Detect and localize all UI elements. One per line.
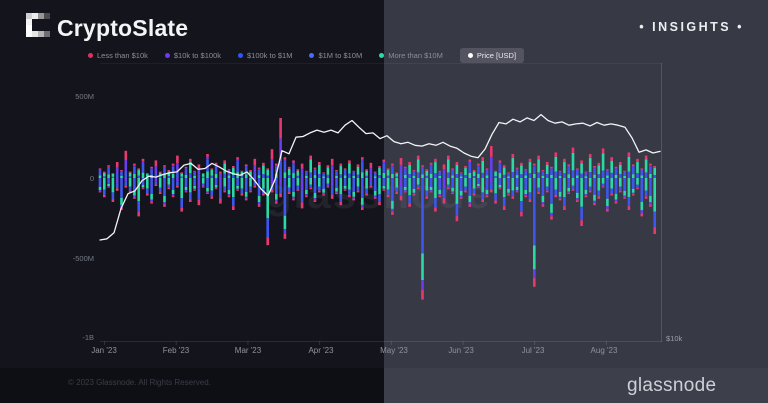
legend-item-1m-10m[interactable]: $1M to $10M [309,51,362,60]
legend-item-label: $1M to $10M [318,51,363,60]
legend-item-price-usd[interactable]: Price [USD] [459,48,525,63]
footer-right-band [384,368,768,403]
legend-dot-icon [309,53,315,58]
glassnode-wordmark: glassnode [627,375,717,396]
legend-item-10k-100k[interactable]: $10k to $100k [164,51,221,60]
xtick-feb: Feb '23 [162,346,190,355]
plot-border-right [661,63,662,342]
legend-item-label: More than $10M [388,51,443,60]
right-axis-tick-10k: $10k [666,334,683,343]
legend-item-less-than-10k[interactable]: Less than $10k [88,51,148,60]
plot-border-top [100,63,662,64]
legend-item-label: $10k to $100k [173,51,221,60]
xtick-mar: Mar '23 [234,346,262,355]
legend-dot-icon [467,53,473,58]
legend-item-label: Less than $10k [97,51,148,60]
ytick-neg1b: -1B [82,333,94,342]
legend-item-100k-1m[interactable]: $100k to $1M [238,51,292,60]
ytick-500m: 500M [75,92,94,101]
xtick-may: May '23 [380,346,408,355]
legend-dot-icon [88,53,93,58]
copyright-text: © 2023 Glassnode. All Rights Reserved. [68,378,211,387]
legend-item-more-than-10m[interactable]: More than $10M [379,51,443,60]
legend-dot-icon [238,53,243,58]
footer-left-band [0,368,384,403]
ytick-0: 0 [89,174,94,183]
plot-border-bottom [100,341,662,342]
xtick-aug: Aug '23 [590,346,618,355]
cryptoslate-logo [26,13,50,37]
chart-legend: Less than $10k $10k to $100k $100k to $1… [88,48,525,63]
insights-badge: • INSIGHTS • [639,20,744,34]
legend-item-label: $100k to $1M [247,51,293,60]
brand-name: CryptoSlate [57,15,189,41]
xtick-apr: Apr '23 [308,346,334,355]
ytick-neg500m: -500M [72,254,94,263]
xtick-jun: Jun '23 [448,346,474,355]
xtick-jul: Jul '23 [521,346,545,355]
legend-item-label: Price [USD] [476,51,517,60]
legend-dot-icon [379,53,385,58]
legend-dot-icon [164,53,170,58]
xtick-jan: Jan '23 [91,346,117,355]
